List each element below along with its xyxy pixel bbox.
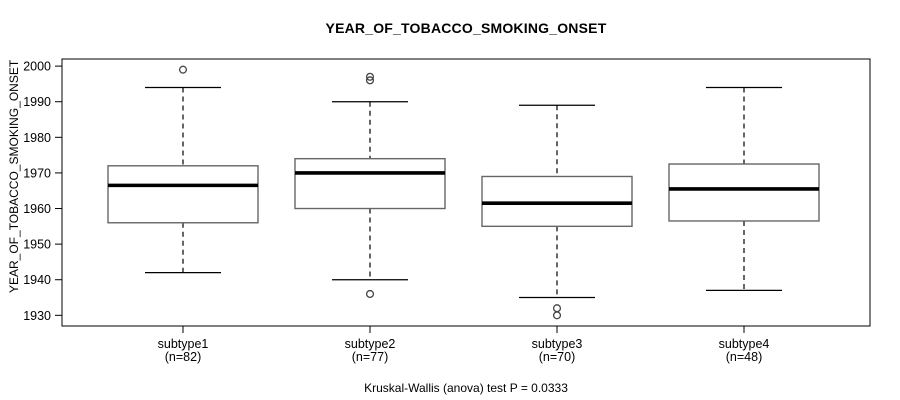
x-tick-sublabel: (n=48)	[726, 350, 762, 364]
y-tick-label: 1970	[23, 166, 51, 180]
boxplot-subtype4: subtype4(n=48)	[668, 86, 820, 364]
x-tick-sublabel: (n=70)	[539, 350, 575, 364]
y-tick-label: 1930	[23, 309, 51, 323]
y-tick-label: 1940	[23, 273, 51, 287]
x-tick-label: subtype1	[158, 337, 209, 351]
boxplot-subtype3: subtype3(n=70)	[481, 104, 633, 364]
statistical-test-annotation: Kruskal-Wallis (anova) test P = 0.0333	[364, 381, 568, 395]
y-tick-label: 1990	[23, 95, 51, 109]
x-tick-label: subtype4	[719, 337, 770, 351]
y-tick-label: 1980	[23, 131, 51, 145]
y-tick-label: 1950	[23, 238, 51, 252]
outlier-point	[552, 304, 562, 313]
x-tick-label: subtype2	[345, 337, 396, 351]
x-tick-label: subtype3	[532, 337, 583, 351]
outlier-point	[365, 72, 375, 81]
y-tick-label: 1960	[23, 202, 51, 216]
iqr-box	[294, 157, 446, 210]
outlier-point	[365, 76, 375, 85]
plot-border	[61, 58, 871, 327]
outlier-point	[178, 65, 188, 74]
outlier-point	[552, 311, 562, 320]
chart-title: YEAR_OF_TOBACCO_SMOKING_ONSET	[325, 20, 607, 36]
boxplot-subtype1: subtype1(n=82)	[107, 65, 259, 364]
boxplot-subtype2: subtype2(n=77)	[294, 72, 446, 364]
x-tick-sublabel: (n=82)	[165, 350, 201, 364]
outlier-point	[365, 289, 375, 299]
x-tick-sublabel: (n=77)	[352, 350, 388, 364]
iqr-box	[668, 163, 820, 222]
y-tick-label: 2000	[23, 60, 51, 74]
iqr-box	[107, 165, 259, 224]
